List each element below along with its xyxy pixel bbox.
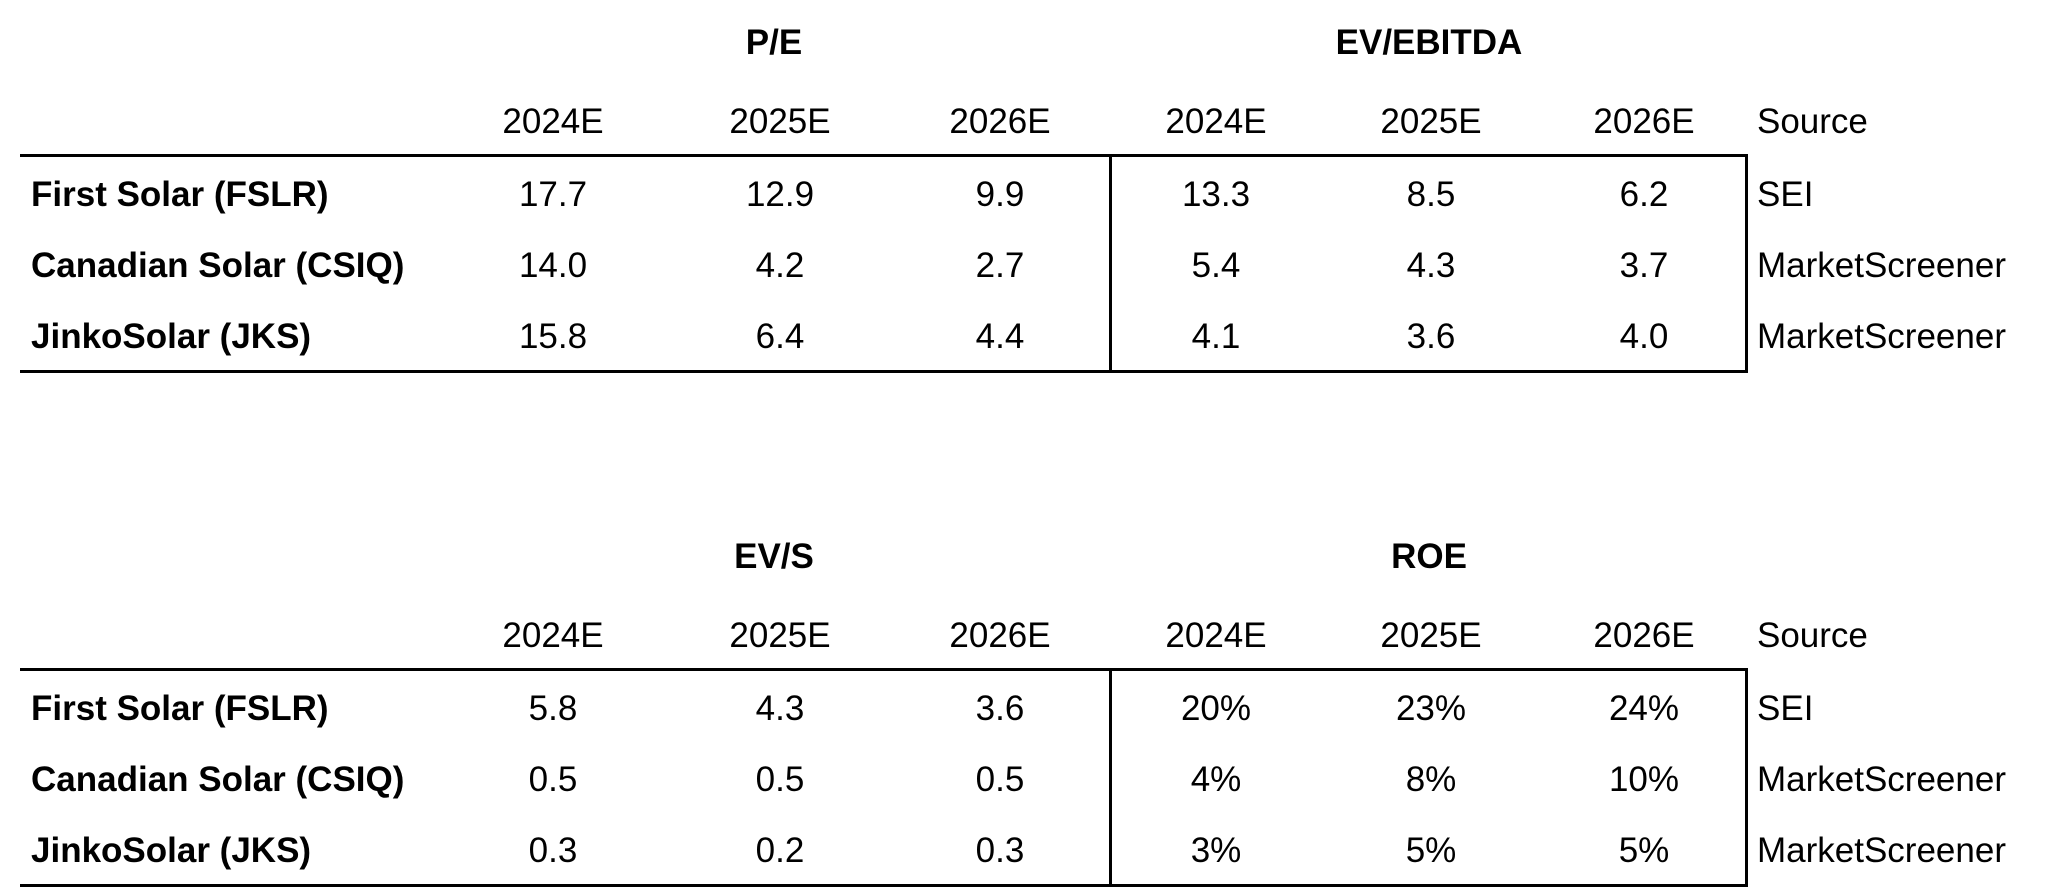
column-header-source: Source xyxy=(1757,102,1868,141)
table-cell: 5.4 xyxy=(1191,246,1241,285)
table-cell: 3.6 xyxy=(975,689,1025,728)
table-cell: 4.4 xyxy=(975,317,1025,356)
table-cell: 15.8 xyxy=(518,317,588,356)
table-cell: 3.6 xyxy=(1406,317,1456,356)
table-cell: 17.7 xyxy=(518,175,588,214)
column-header-year: 2026E xyxy=(1593,102,1695,141)
table-cell: 0.3 xyxy=(528,831,578,870)
column-header-year: 2025E xyxy=(729,102,831,141)
column-header-year: 2026E xyxy=(949,102,1051,141)
source-cell: SEI xyxy=(1757,689,1814,728)
column-header-year: 2024E xyxy=(1165,616,1267,655)
table-right-rule xyxy=(1745,668,1748,887)
table-cell: 12.9 xyxy=(745,175,815,214)
group-header-ev-ebitda: EV/EBITDA xyxy=(1335,23,1523,62)
table-cell: 5% xyxy=(1405,831,1457,870)
table-cell: 14.0 xyxy=(518,246,588,285)
column-header-year: 2025E xyxy=(1380,102,1482,141)
table-cell: 24% xyxy=(1608,689,1680,728)
source-cell: MarketScreener xyxy=(1757,317,2006,356)
table-top-rule xyxy=(20,154,1748,157)
table-cell: 8.5 xyxy=(1406,175,1456,214)
column-header-year: 2025E xyxy=(1380,616,1482,655)
company-name: First Solar (FSLR) xyxy=(31,175,329,214)
table-bottom-rule xyxy=(20,370,1748,373)
column-header-year: 2026E xyxy=(949,616,1051,655)
table-cell: 20% xyxy=(1180,689,1252,728)
column-header-year: 2024E xyxy=(1165,102,1267,141)
table-cell: 4.0 xyxy=(1619,317,1669,356)
table-cell: 0.2 xyxy=(755,831,805,870)
table-cell: 6.4 xyxy=(755,317,805,356)
table-cell: 4.3 xyxy=(755,689,805,728)
company-name: JinkoSolar (JKS) xyxy=(31,317,312,356)
source-cell: SEI xyxy=(1757,175,1814,214)
column-header-year: 2024E xyxy=(502,102,604,141)
table-cell: 6.2 xyxy=(1619,175,1669,214)
table-cell: 3% xyxy=(1190,831,1242,870)
company-name: JinkoSolar (JKS) xyxy=(31,831,312,870)
table-cell: 4% xyxy=(1190,760,1242,799)
group-divider xyxy=(1109,668,1112,887)
table-cell: 0.5 xyxy=(528,760,578,799)
company-name: First Solar (FSLR) xyxy=(31,689,329,728)
group-divider xyxy=(1109,154,1112,373)
source-cell: MarketScreener xyxy=(1757,760,2006,799)
table-cell: 5% xyxy=(1618,831,1670,870)
table-top-rule xyxy=(20,668,1748,671)
group-header-pe: P/E xyxy=(745,23,803,62)
table-cell: 23% xyxy=(1395,689,1467,728)
table-cell: 3.7 xyxy=(1619,246,1669,285)
company-name: Canadian Solar (CSIQ) xyxy=(31,246,405,285)
table-cell: 13.3 xyxy=(1181,175,1251,214)
source-cell: MarketScreener xyxy=(1757,246,2006,285)
table-cell: 5.8 xyxy=(528,689,578,728)
table-cell: 2.7 xyxy=(975,246,1025,285)
table-cell: 4.3 xyxy=(1406,246,1456,285)
column-header-year: 2026E xyxy=(1593,616,1695,655)
table-right-rule xyxy=(1745,154,1748,373)
table-cell: 0.3 xyxy=(975,831,1025,870)
group-header-ev-s: EV/S xyxy=(734,537,814,576)
table-cell: 4.2 xyxy=(755,246,805,285)
column-header-source: Source xyxy=(1757,616,1868,655)
table-cell: 9.9 xyxy=(975,175,1025,214)
table-cell: 0.5 xyxy=(975,760,1025,799)
group-header-roe: ROE xyxy=(1391,537,1467,576)
table-cell: 10% xyxy=(1608,760,1680,799)
column-header-year: 2025E xyxy=(729,616,831,655)
source-cell: MarketScreener xyxy=(1757,831,2006,870)
column-header-year: 2024E xyxy=(502,616,604,655)
company-name: Canadian Solar (CSIQ) xyxy=(31,760,405,799)
table-cell: 0.5 xyxy=(755,760,805,799)
table-bottom-rule xyxy=(20,884,1748,887)
table-cell: 8% xyxy=(1405,760,1457,799)
table-cell: 4.1 xyxy=(1191,317,1241,356)
